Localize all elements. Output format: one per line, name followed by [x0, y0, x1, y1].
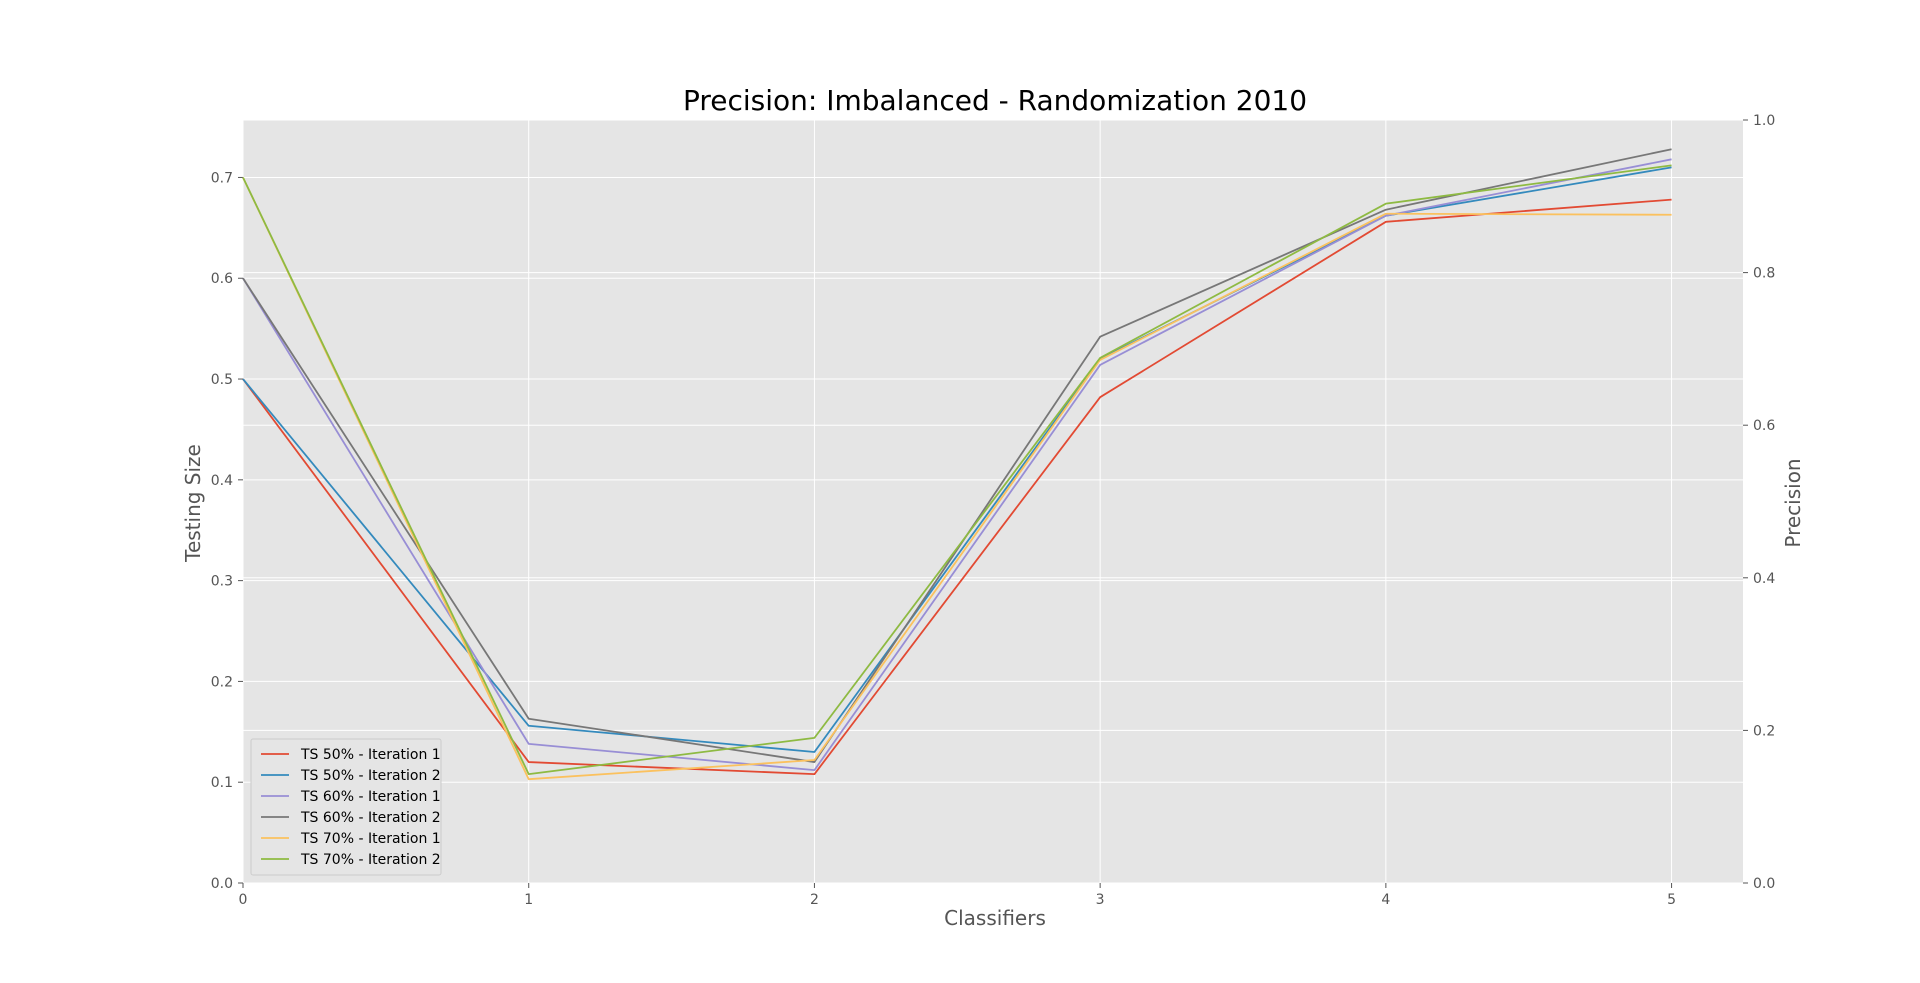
- series-line-6: [242, 164, 1672, 776]
- x-tick-label: 0: [239, 892, 248, 908]
- y-tick-label: 0.3: [211, 574, 233, 590]
- right-y-axis-ticks: 0.0 0.2 0.4 0.6 0.8 1.0: [1743, 113, 1775, 892]
- right-y-tick-label: 0.0: [1753, 876, 1775, 892]
- y-axis-label: Testing Size: [181, 444, 205, 563]
- x-tick-label: 1: [524, 892, 533, 908]
- legend-label: TS 60% - Iteration 1: [300, 789, 441, 805]
- legend-box: [250, 738, 442, 876]
- legend-label: TS 50% - Iteration 1: [300, 747, 441, 763]
- x-axis-label: Classifiers: [944, 906, 1046, 930]
- x-tick-label: 3: [1096, 892, 1105, 908]
- series-line-1: [242, 198, 1672, 776]
- x-tick-label: 4: [1381, 892, 1390, 908]
- legend-label: TS 70% - Iteration 2: [300, 852, 441, 868]
- series-line-3: [242, 158, 1672, 772]
- x-tick-label: 5: [1667, 892, 1676, 908]
- legend-label: TS 70% - Iteration 1: [300, 831, 441, 847]
- y-axis-ticks: 0.0 0.1 0.2 0.3 0.4 0.5 0.6 0.7: [211, 170, 243, 892]
- y-tick-label: 0.0: [211, 876, 233, 892]
- right-y-tick-label: 0.4: [1753, 571, 1775, 587]
- right-y-tick-label: 0.8: [1753, 266, 1775, 282]
- right-y-axis-label: Precision: [1781, 458, 1805, 547]
- series-line-4: [242, 148, 1672, 763]
- y-tick-label: 0.5: [211, 372, 233, 388]
- right-y-tick-label: 0.6: [1753, 418, 1775, 434]
- y-tick-label: 0.4: [211, 473, 233, 489]
- y-tick-label: 0.2: [211, 674, 233, 690]
- right-y-tick-label: 1.0: [1753, 113, 1775, 129]
- right-y-tick-label: 0.2: [1753, 723, 1775, 739]
- y-tick-label: 0.1: [211, 775, 233, 791]
- x-tick-label: 2: [810, 892, 819, 908]
- legend: TS 50% - Iteration 1 TS 50% - Iteration 2…: [250, 738, 442, 876]
- legend-label: TS 50% - Iteration 2: [300, 768, 441, 784]
- series-line-5: [242, 177, 1672, 781]
- chart-title: Precision: Imbalanced - Randomization 20…: [683, 84, 1307, 117]
- series-lines: [242, 148, 1672, 781]
- y-tick-label: 0.7: [211, 170, 233, 186]
- x-axis-ticks: 0 1 2 3 4 5: [239, 883, 1676, 908]
- legend-label: TS 60% - Iteration 2: [300, 810, 441, 826]
- y-tick-label: 0.6: [211, 271, 233, 287]
